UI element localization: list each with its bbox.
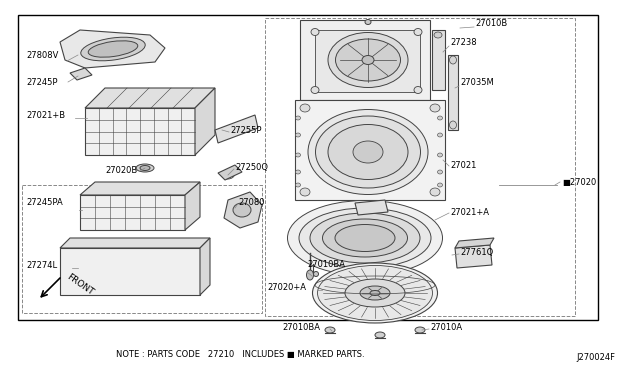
Polygon shape <box>295 100 445 200</box>
Text: 27274L: 27274L <box>26 261 57 270</box>
Ellipse shape <box>307 270 314 280</box>
Bar <box>265 18 575 316</box>
Ellipse shape <box>335 39 401 81</box>
Ellipse shape <box>449 121 456 129</box>
Ellipse shape <box>311 29 319 35</box>
Ellipse shape <box>308 109 428 195</box>
Ellipse shape <box>310 213 420 263</box>
Ellipse shape <box>438 133 442 137</box>
Ellipse shape <box>140 166 150 170</box>
Text: 27808V: 27808V <box>26 51 58 60</box>
Ellipse shape <box>430 104 440 112</box>
Ellipse shape <box>345 279 405 307</box>
Ellipse shape <box>311 87 319 93</box>
Ellipse shape <box>370 291 380 295</box>
Text: 27238: 27238 <box>450 38 477 47</box>
Ellipse shape <box>328 32 408 87</box>
Text: 27010A: 27010A <box>430 323 462 332</box>
Text: 27021: 27021 <box>450 161 476 170</box>
Polygon shape <box>85 88 215 108</box>
Text: 27245P: 27245P <box>26 78 58 87</box>
Polygon shape <box>455 238 494 248</box>
Ellipse shape <box>335 224 395 251</box>
Polygon shape <box>80 195 185 230</box>
Text: J270024F: J270024F <box>576 353 615 362</box>
Text: 27255P: 27255P <box>230 126 262 135</box>
Polygon shape <box>448 55 458 130</box>
Ellipse shape <box>323 219 408 257</box>
Ellipse shape <box>317 266 433 321</box>
Ellipse shape <box>233 203 251 217</box>
Polygon shape <box>218 165 242 180</box>
Polygon shape <box>224 192 262 228</box>
Ellipse shape <box>312 263 438 323</box>
Polygon shape <box>215 115 258 143</box>
Polygon shape <box>432 30 445 90</box>
Polygon shape <box>315 30 420 92</box>
Polygon shape <box>60 30 165 68</box>
Text: NOTE : PARTS CODE   27210   INCLUDES ■ MARKED PARTS.: NOTE : PARTS CODE 27210 INCLUDES ■ MARKE… <box>116 350 364 359</box>
Text: ■27020: ■27020 <box>562 178 596 187</box>
Polygon shape <box>195 88 215 155</box>
Ellipse shape <box>414 87 422 93</box>
Ellipse shape <box>287 201 442 276</box>
Text: 27010BA: 27010BA <box>307 260 345 269</box>
Text: 27035M: 27035M <box>460 78 493 87</box>
Ellipse shape <box>430 188 440 196</box>
Ellipse shape <box>414 29 422 35</box>
Ellipse shape <box>300 104 310 112</box>
Ellipse shape <box>88 41 138 57</box>
Ellipse shape <box>365 19 371 25</box>
Ellipse shape <box>438 183 442 187</box>
Ellipse shape <box>325 327 335 333</box>
Ellipse shape <box>353 141 383 163</box>
Text: 27245PA: 27245PA <box>26 198 63 207</box>
Ellipse shape <box>438 153 442 157</box>
Ellipse shape <box>300 188 310 196</box>
Ellipse shape <box>434 32 442 38</box>
Polygon shape <box>70 68 92 80</box>
Ellipse shape <box>296 116 301 120</box>
Text: 27020+A: 27020+A <box>267 283 306 292</box>
Polygon shape <box>300 20 430 100</box>
Ellipse shape <box>296 183 301 187</box>
Text: 27010B: 27010B <box>475 19 508 28</box>
Text: 27080: 27080 <box>238 198 264 207</box>
Ellipse shape <box>362 55 374 64</box>
Polygon shape <box>455 245 492 268</box>
Ellipse shape <box>299 208 431 268</box>
Text: 27010BA: 27010BA <box>282 323 320 332</box>
Ellipse shape <box>316 116 420 188</box>
Polygon shape <box>355 200 388 215</box>
Text: 27021+B: 27021+B <box>26 111 65 120</box>
Text: 27021+A: 27021+A <box>450 208 489 217</box>
Bar <box>22 185 262 313</box>
Polygon shape <box>85 108 195 155</box>
Ellipse shape <box>136 164 154 172</box>
Ellipse shape <box>314 272 319 276</box>
Ellipse shape <box>375 332 385 338</box>
Ellipse shape <box>296 153 301 157</box>
Text: 27250Q: 27250Q <box>235 163 268 172</box>
Text: 27020B: 27020B <box>105 166 137 175</box>
Ellipse shape <box>449 56 456 64</box>
Ellipse shape <box>328 125 408 180</box>
Ellipse shape <box>438 116 442 120</box>
Polygon shape <box>200 238 210 295</box>
Ellipse shape <box>438 170 442 174</box>
Ellipse shape <box>296 170 301 174</box>
Polygon shape <box>80 182 200 195</box>
Text: FRONT: FRONT <box>65 273 95 298</box>
Ellipse shape <box>296 133 301 137</box>
Text: 27761Q: 27761Q <box>460 248 493 257</box>
Ellipse shape <box>360 286 390 300</box>
Ellipse shape <box>81 37 145 61</box>
Polygon shape <box>185 182 200 230</box>
Ellipse shape <box>415 327 425 333</box>
Polygon shape <box>60 238 210 248</box>
Polygon shape <box>60 248 200 295</box>
Bar <box>18 15 598 320</box>
